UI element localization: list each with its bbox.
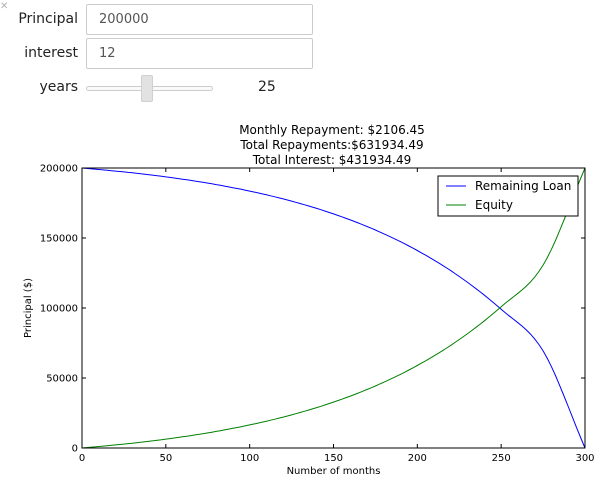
legend-box — [437, 175, 579, 217]
legend-entry: Equity — [475, 198, 513, 212]
chart-title-line: Monthly Repayment: $2106.45 — [239, 123, 425, 137]
x-tick-label: 50 — [159, 453, 172, 464]
legend-entry: Remaining Loan — [475, 179, 571, 193]
y-tick-label: 150000 — [40, 234, 78, 245]
years-slider-handle[interactable] — [141, 75, 153, 102]
chart-title-line: Total Repayments:$631934.49 — [239, 138, 423, 152]
interest-input[interactable] — [86, 38, 313, 69]
principal-label: Principal — [18, 11, 78, 27]
x-tick-label: 100 — [240, 453, 259, 464]
y-tick-label: 200000 — [40, 164, 78, 175]
y-tick-label: 100000 — [40, 304, 78, 315]
series-line-remaining-loan — [81, 167, 586, 449]
y-tick-label: 50000 — [46, 374, 78, 385]
x-tick-label: 300 — [575, 453, 594, 464]
chart-title-line: Total Interest: $431934.49 — [252, 153, 411, 167]
principal-input[interactable] — [86, 4, 313, 35]
x-axis-label: Number of months — [287, 466, 381, 477]
close-icon[interactable]: ✕ — [0, 1, 9, 12]
x-tick-label: 250 — [492, 453, 511, 464]
interest-label: interest — [24, 45, 78, 61]
legend: Remaining Loan Equity — [437, 175, 579, 217]
y-axis-label: Principal ($) — [23, 278, 34, 338]
years-value: 25 — [258, 79, 276, 95]
x-tick-label: 200 — [408, 453, 427, 464]
series-line-equity — [81, 167, 586, 449]
y-tick-label: 0 — [72, 444, 78, 455]
x-tick-label: 150 — [324, 453, 343, 464]
years-label: years — [39, 79, 78, 95]
x-tick-label: 0 — [79, 453, 85, 464]
